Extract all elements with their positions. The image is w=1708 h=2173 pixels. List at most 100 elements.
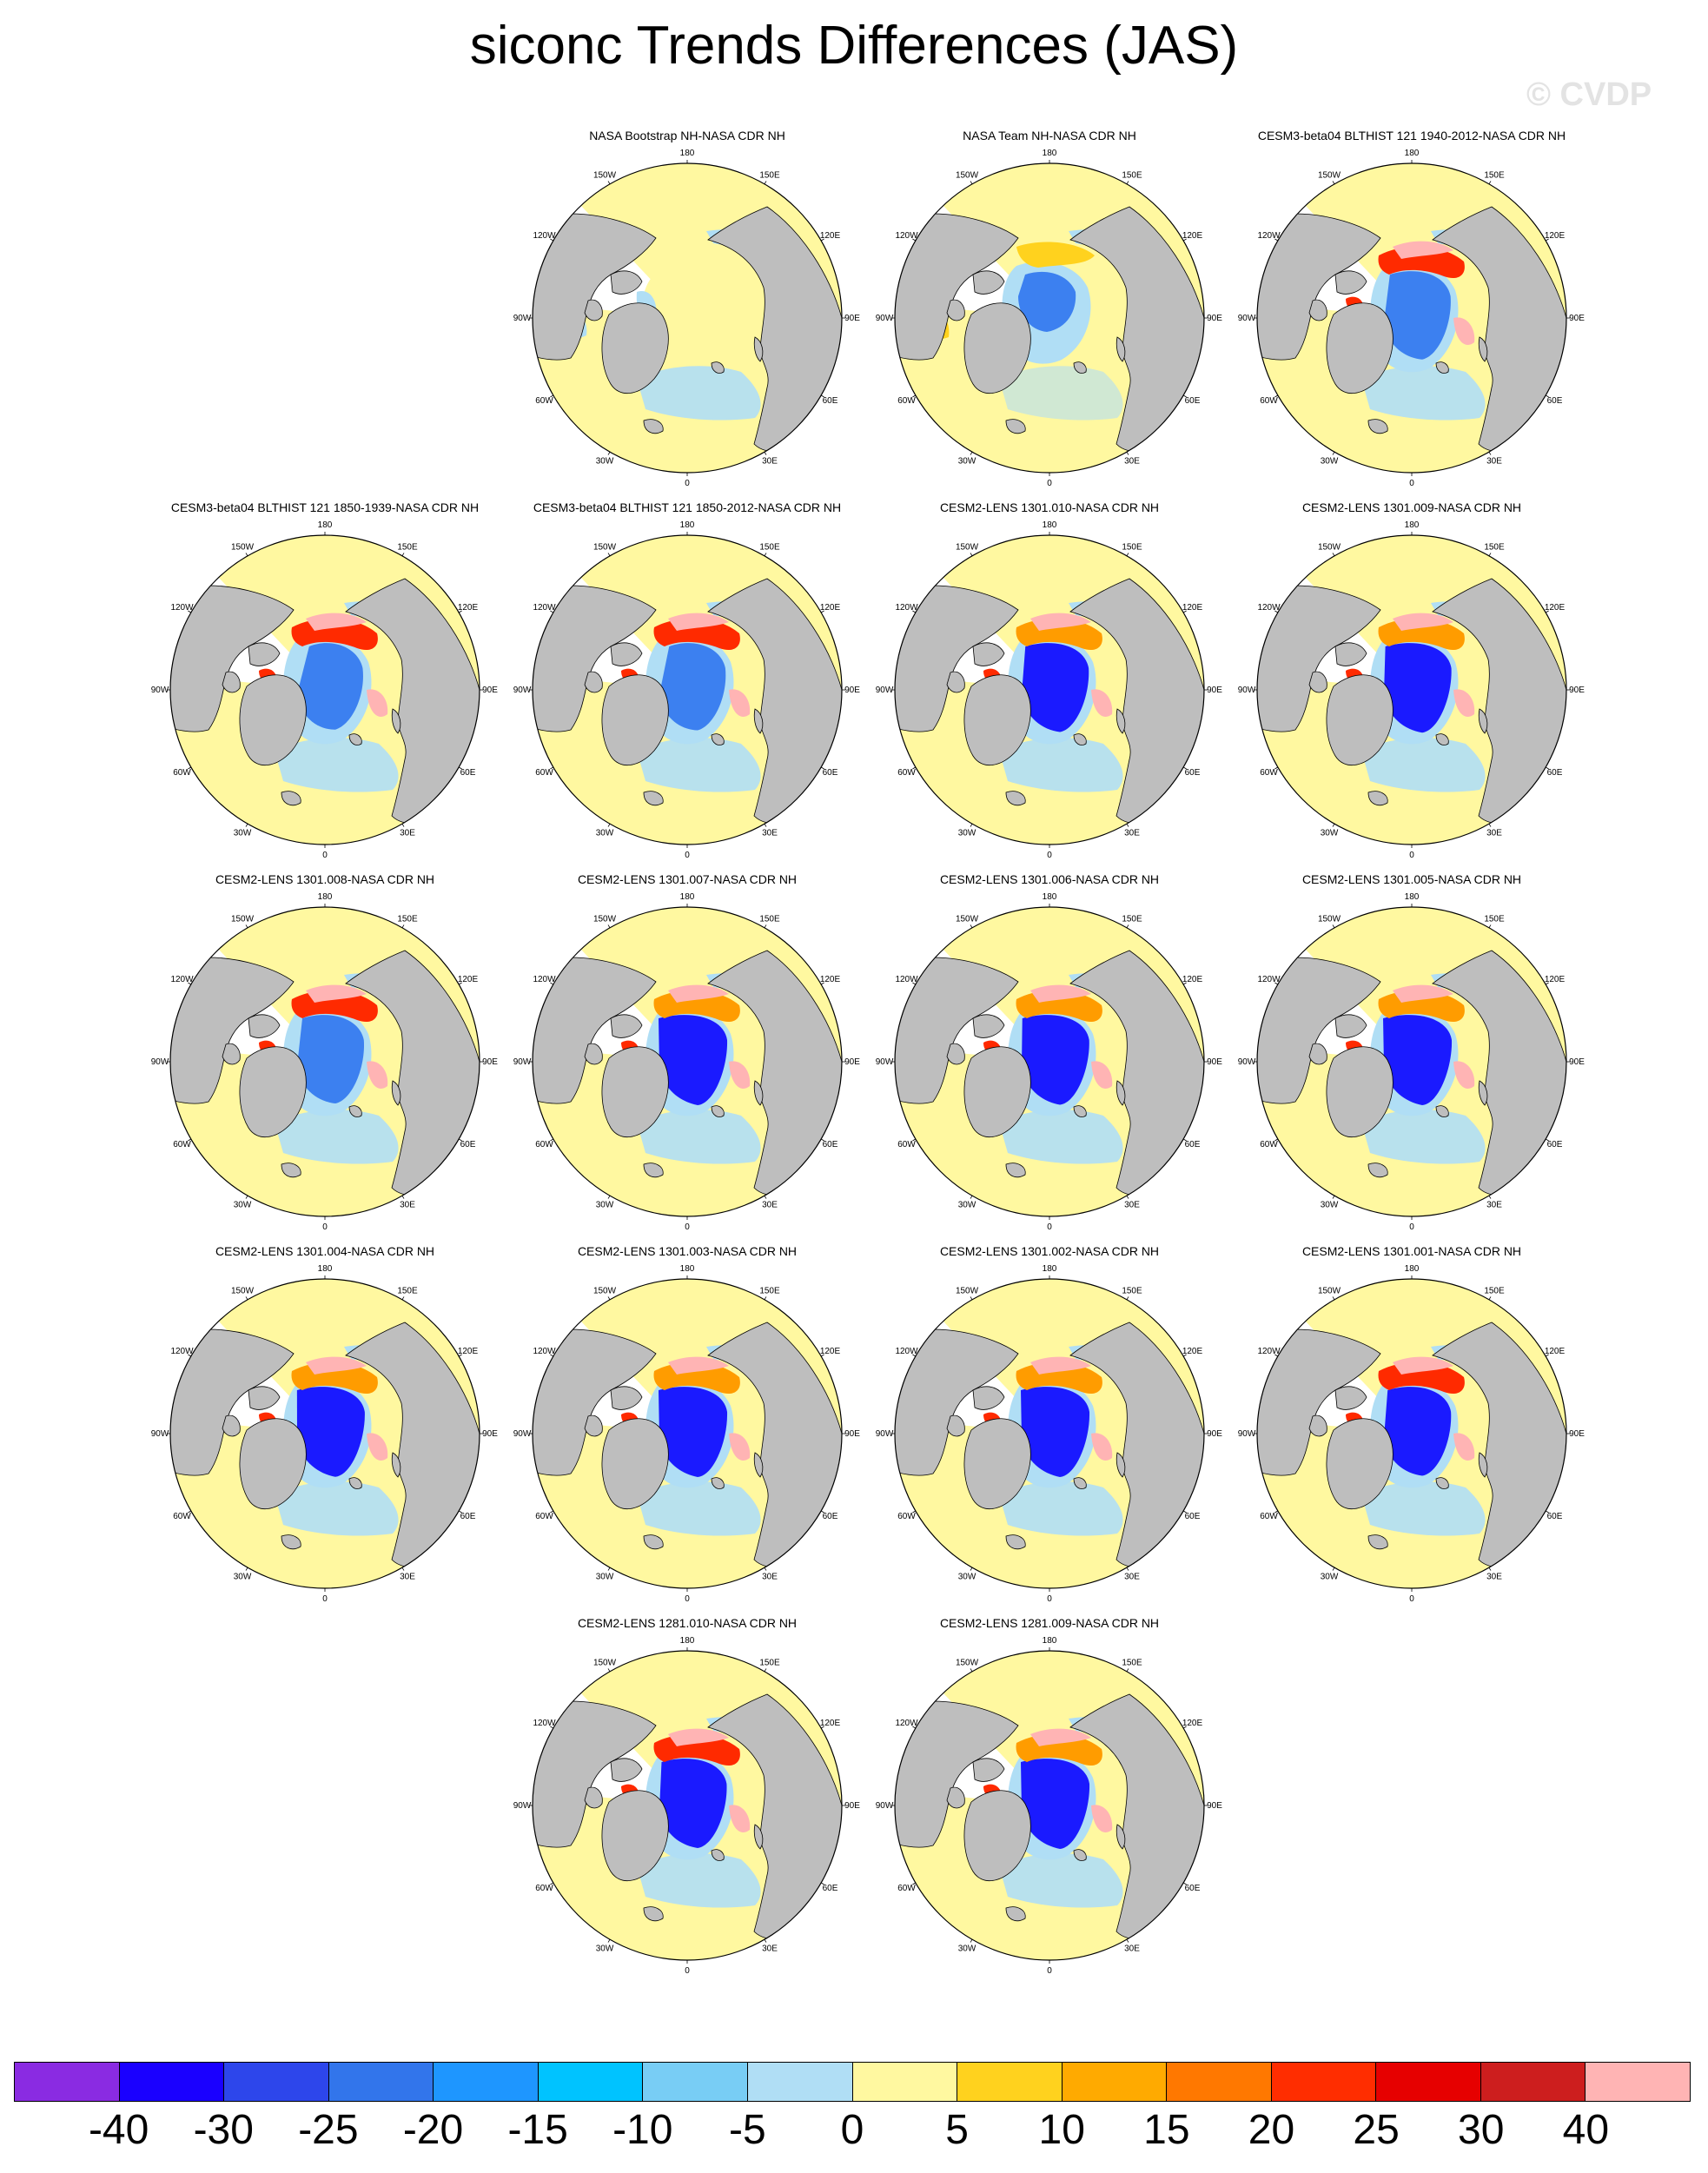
longitude-label: 150E xyxy=(1122,1287,1142,1296)
tick-mark xyxy=(820,1726,824,1729)
longitude-label: 90E xyxy=(844,1429,860,1439)
tick-mark xyxy=(912,1510,917,1514)
land-mass xyxy=(1432,206,1566,452)
longitude-label: 120E xyxy=(458,1347,479,1356)
anomaly-region xyxy=(1030,613,1091,631)
anomaly-region xyxy=(1361,738,1486,792)
map-panel: CESM2-LENS 1301.003-NASA CDR NH 180 150E 12… xyxy=(506,1244,868,1609)
longitude-label: 150E xyxy=(397,543,418,553)
longitude-label: 180 xyxy=(1405,1264,1420,1274)
longitude-label: 180 xyxy=(1043,520,1057,530)
land-mass xyxy=(348,1477,362,1489)
tick-mark xyxy=(1488,1567,1492,1571)
longitude-label: 90E xyxy=(1207,686,1222,695)
longitude-label: 30E xyxy=(1124,1201,1140,1210)
tick-mark xyxy=(401,924,405,929)
polar-map: 180 150E 120E 90E 60E 30E 0 30W 60W 90W 120W 150W xyxy=(513,1636,861,1976)
anomaly-region xyxy=(637,1481,761,1536)
longitude-label: 0 xyxy=(322,1222,328,1232)
longitude-label: 180 xyxy=(1043,1264,1057,1274)
land-mass xyxy=(643,1534,664,1550)
longitude-label: 120W xyxy=(170,975,194,984)
longitude-label: 60E xyxy=(823,1884,838,1893)
tick-mark xyxy=(245,553,248,557)
land-mass xyxy=(601,674,669,766)
land-mass xyxy=(1435,733,1449,745)
land-mass xyxy=(1115,1824,1126,1850)
longitude-label: 150E xyxy=(397,1287,418,1296)
longitude-label: 150W xyxy=(1318,171,1341,181)
land-mass xyxy=(584,671,603,693)
anomaly-region xyxy=(1361,1481,1486,1536)
anomaly-region xyxy=(1030,1356,1091,1375)
longitude-label: 120W xyxy=(1257,603,1281,613)
map-panel: CESM2-LENS 1301.005-NASA CDR NH 180 150E 12… xyxy=(1231,872,1592,1237)
tick-mark xyxy=(188,1510,192,1514)
anomaly-region xyxy=(367,1061,388,1089)
tick-mark xyxy=(820,982,824,985)
tick-mark xyxy=(1274,766,1279,770)
tick-mark xyxy=(550,1354,554,1357)
longitude-label: 60W xyxy=(535,396,553,406)
longitude-label: 90E xyxy=(1569,314,1585,323)
land-mass xyxy=(1069,1322,1204,1567)
longitude-label: 30E xyxy=(400,1201,415,1210)
tick-mark xyxy=(820,766,824,770)
land-mass xyxy=(711,1477,725,1489)
land-mass xyxy=(1073,361,1087,374)
longitude-label: 90W xyxy=(513,314,532,323)
longitude-label: 180 xyxy=(318,1264,333,1274)
longitude-label: 30E xyxy=(762,457,778,467)
longitude-label: 30W xyxy=(596,829,614,838)
land-mass xyxy=(584,1414,603,1437)
longitude-label: 150E xyxy=(397,915,418,924)
anomaly-region xyxy=(1393,613,1453,631)
longitude-label: 0 xyxy=(685,851,690,860)
longitude-label: 120W xyxy=(533,1719,556,1728)
longitude-label: 90W xyxy=(513,1801,532,1811)
anomaly-region xyxy=(1453,689,1475,717)
longitude-label: 90E xyxy=(844,314,860,323)
tick-mark xyxy=(245,1296,248,1301)
polar-map: 180 150E 120E 90E 60E 30E 0 30W 60W 90W 120W 150W xyxy=(876,149,1223,488)
polar-map: 180 150E 120E 90E 60E 30E 0 30W 60W 90W 120W 150W xyxy=(513,149,861,488)
tick-mark xyxy=(764,823,767,827)
tick-mark xyxy=(1182,238,1187,242)
longitude-label: 90E xyxy=(1207,1429,1222,1439)
polar-map: 180 150E 120E 90E 60E 30E 0 30W 60W 90W 120W 150W xyxy=(1238,1264,1586,1604)
longitude-label: 150W xyxy=(1318,1287,1341,1296)
tick-mark xyxy=(1488,553,1492,557)
land-mass xyxy=(391,708,401,734)
land-mass xyxy=(1367,791,1388,806)
longitude-label: 30E xyxy=(400,829,415,838)
polar-map: 180 150E 120E 90E 60E 30E 0 30W 60W 90W 120W 150W xyxy=(513,1264,861,1604)
map-panel: CESM2-LENS 1301.010-NASA CDR NH 180 150E 12… xyxy=(869,500,1230,865)
longitude-label: 90E xyxy=(1207,1801,1222,1811)
longitude-label: 150W xyxy=(956,1287,979,1296)
tick-mark xyxy=(607,1938,611,1943)
longitude-label: 0 xyxy=(685,479,690,488)
longitude-label: 90E xyxy=(1207,314,1222,323)
colorbar-label: -25 xyxy=(298,2107,359,2153)
tick-mark xyxy=(1182,982,1187,985)
longitude-label: 0 xyxy=(322,851,328,860)
tick-mark xyxy=(550,238,554,242)
land-mass xyxy=(222,671,241,693)
longitude-label: 90W xyxy=(151,1429,169,1439)
longitude-label: 120E xyxy=(1182,975,1203,984)
tick-mark xyxy=(550,1726,554,1729)
polar-map: 180 150E 120E 90E 60E 30E 0 30W 60W 90W 120W 150W xyxy=(513,520,861,860)
land-mass xyxy=(643,1163,664,1178)
tick-mark xyxy=(1274,1138,1279,1142)
longitude-label: 150E xyxy=(759,171,780,181)
panel-title: CESM3-beta04 BLTHIST 121 1940-2012-NASA … xyxy=(1257,129,1566,142)
land-mass xyxy=(1069,1693,1204,1939)
land-mass xyxy=(946,1414,965,1437)
anomaly-region xyxy=(306,984,367,1003)
land-mass xyxy=(963,1790,1031,1882)
tick-mark xyxy=(1488,924,1492,929)
anomaly-region xyxy=(1393,241,1453,259)
tick-mark xyxy=(607,1567,611,1571)
tick-mark xyxy=(550,982,554,985)
land-mass xyxy=(248,1014,281,1038)
